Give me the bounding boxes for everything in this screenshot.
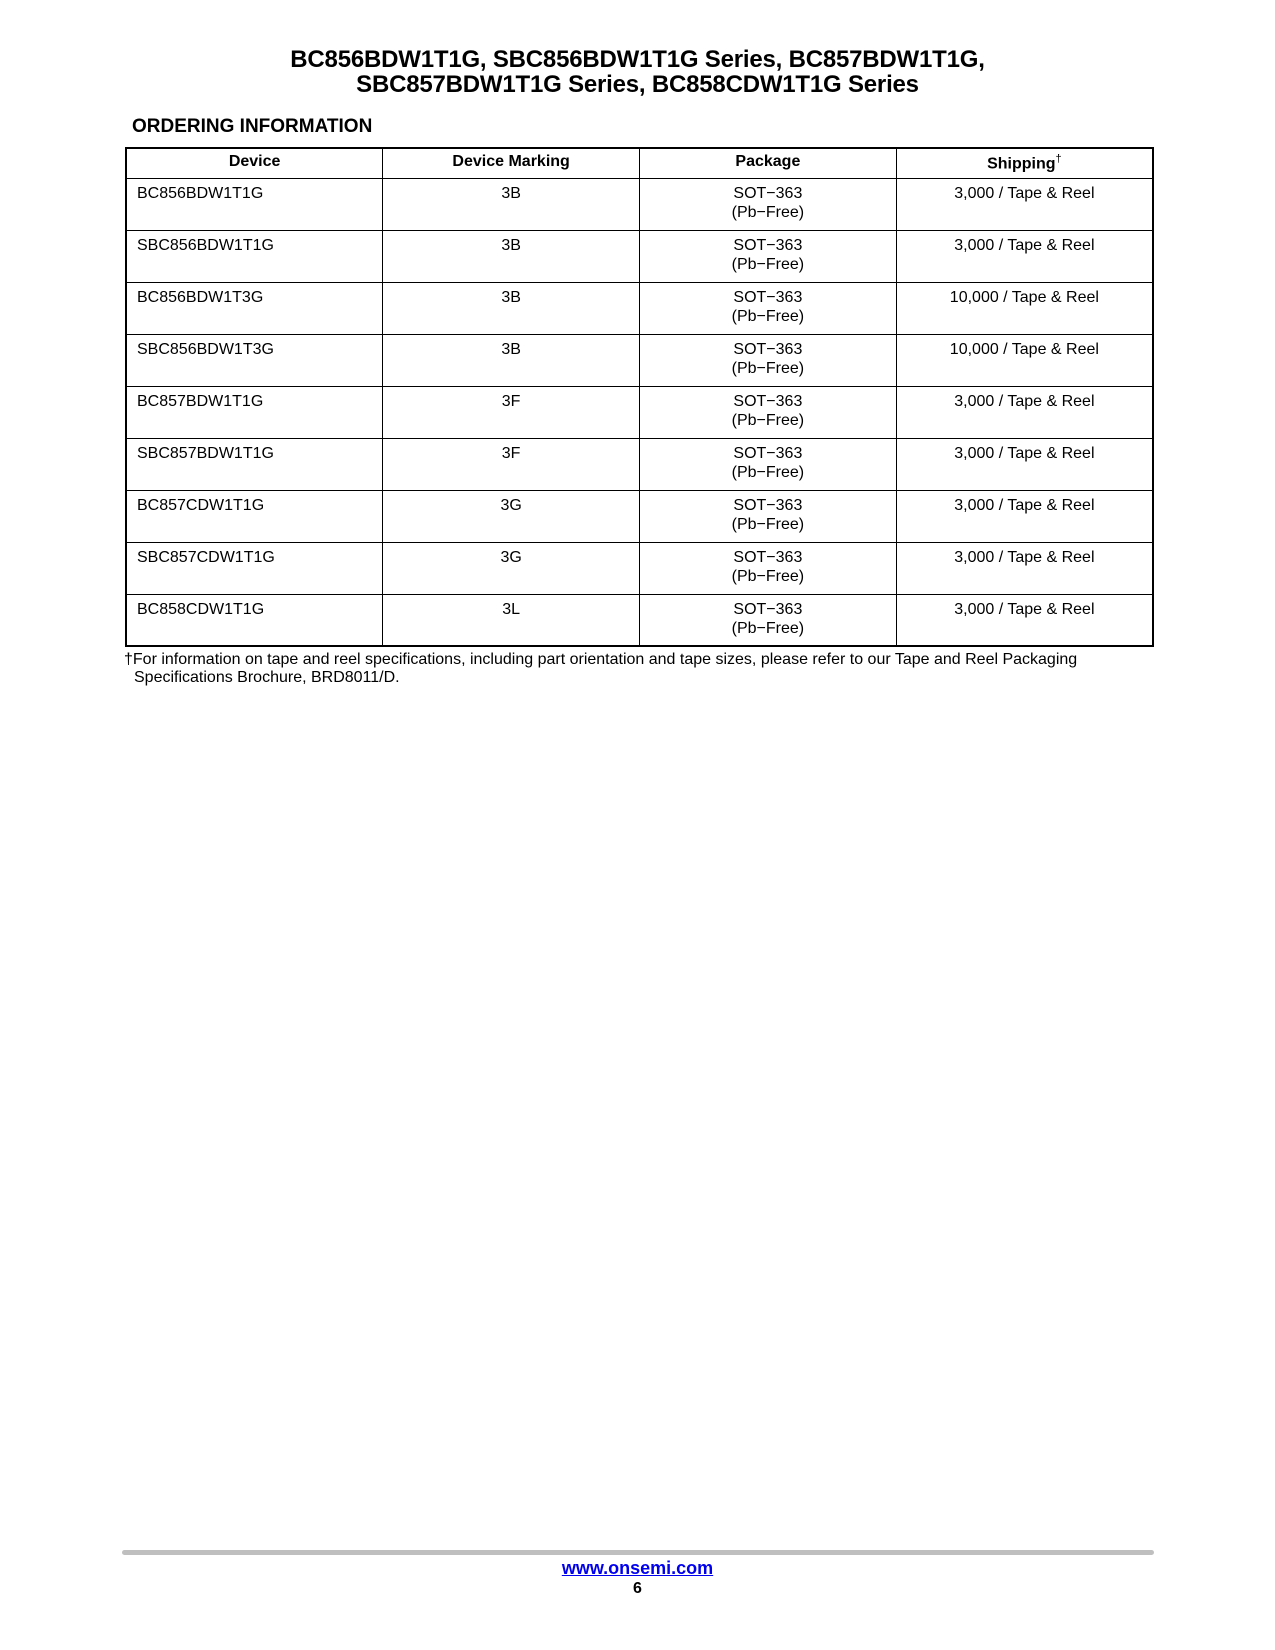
header-device: Device: [125, 147, 384, 179]
table-header-row: Device Device Marking Package Shipping†: [125, 147, 1154, 179]
package-note: (Pb−Free): [731, 359, 805, 377]
package-name: SOT−363: [733, 496, 803, 514]
cell-shipping: 3,000 / Tape & Reel: [895, 385, 1154, 439]
cell-package: SOT−363 (Pb−Free): [639, 177, 897, 231]
footer-rule: [122, 1550, 1154, 1555]
cell-package: SOT−363 (Pb−Free): [639, 541, 897, 595]
table-row: BC857BDW1T1G 3F SOT−363 (Pb−Free) 3,000 / Ta…: [125, 385, 1154, 439]
footnote-line-2: Specifications Brochure, BRD8011/D.: [134, 669, 400, 686]
cell-marking: 3F: [382, 437, 640, 491]
package-name: SOT−363: [733, 184, 803, 202]
cell-marking: 3B: [382, 333, 640, 387]
package-name: SOT−363: [733, 548, 803, 566]
package-name: SOT−363: [733, 340, 803, 358]
cell-package: SOT−363 (Pb−Free): [639, 385, 897, 439]
package-note: (Pb−Free): [731, 567, 805, 585]
header-shipping: Shipping†: [895, 147, 1154, 179]
cell-shipping: 3,000 / Tape & Reel: [895, 593, 1154, 647]
package-note: (Pb−Free): [731, 411, 805, 429]
cell-shipping: 3,000 / Tape & Reel: [895, 489, 1154, 543]
footer-url: www.onsemi.com: [0, 1558, 1275, 1579]
header-device-marking: Device Marking: [382, 147, 640, 179]
page-number: 6: [633, 1580, 642, 1597]
table-row: BC857CDW1T1G 3G SOT−363 (Pb−Free) 3,000 / Ta…: [125, 489, 1154, 543]
title-line-1: BC856BDW1T1G, SBC856BDW1T1G Series, BC85…: [290, 46, 985, 73]
package-name: SOT−363: [733, 392, 803, 410]
cell-marking: 3G: [382, 541, 640, 595]
title-line-2: SBC857BDW1T1G Series, BC858CDW1T1G Serie…: [356, 71, 919, 98]
cell-marking: 3L: [382, 593, 640, 647]
table-row: SBC856BDW1T3G 3B SOT−363 (Pb−Free) 10,000 / …: [125, 333, 1154, 387]
table-row: SBC857BDW1T1G 3F SOT−363 (Pb−Free) 3,000 / T…: [125, 437, 1154, 491]
table-row: BC856BDW1T3G 3B SOT−363 (Pb−Free) 10,000 / T…: [125, 281, 1154, 335]
table-row: SBC857CDW1T1G 3G SOT−363 (Pb−Free) 3,000 / T…: [125, 541, 1154, 595]
cell-device: SBC857CDW1T1G: [125, 541, 384, 595]
footnote: †For information on tape and reel specif…: [124, 651, 1154, 687]
package-note: (Pb−Free): [731, 203, 805, 221]
package-note: (Pb−Free): [731, 515, 805, 533]
dagger-mark: †: [1055, 153, 1062, 165]
cell-package: SOT−363 (Pb−Free): [639, 281, 897, 335]
header-package: Package: [639, 147, 897, 179]
cell-package: SOT−363 (Pb−Free): [639, 437, 897, 491]
cell-device: SBC857BDW1T1G: [125, 437, 384, 491]
document-title: BC856BDW1T1G, SBC856BDW1T1G Series, BC85…: [0, 47, 1275, 97]
footnote-line-1: †For information on tape and reel specif…: [124, 651, 1078, 668]
cell-marking: 3B: [382, 177, 640, 231]
cell-package: SOT−363 (Pb−Free): [639, 333, 897, 387]
cell-device: BC858CDW1T1G: [125, 593, 384, 647]
cell-shipping: 10,000 / Tape & Reel: [895, 281, 1154, 335]
cell-device: SBC856BDW1T1G: [125, 229, 384, 283]
cell-device: BC856BDW1T1G: [125, 177, 384, 231]
cell-package: SOT−363 (Pb−Free): [639, 489, 897, 543]
cell-device: BC856BDW1T3G: [125, 281, 384, 335]
cell-shipping: 3,000 / Tape & Reel: [895, 437, 1154, 491]
package-note: (Pb−Free): [731, 307, 805, 325]
cell-shipping: 3,000 / Tape & Reel: [895, 541, 1154, 595]
section-title: ORDERING INFORMATION: [132, 116, 373, 137]
cell-shipping: 3,000 / Tape & Reel: [895, 177, 1154, 231]
onsemi-link[interactable]: www.onsemi.com: [561, 1558, 714, 1578]
cell-marking: 3B: [382, 229, 640, 283]
cell-device: SBC856BDW1T3G: [125, 333, 384, 387]
cell-package: SOT−363 (Pb−Free): [639, 593, 897, 647]
package-name: SOT−363: [733, 600, 803, 618]
table-row: BC858CDW1T1G 3L SOT−363 (Pb−Free) 3,000 / Ta…: [125, 593, 1154, 647]
package-name: SOT−363: [733, 288, 803, 306]
cell-shipping: 10,000 / Tape & Reel: [895, 333, 1154, 387]
package-name: SOT−363: [733, 236, 803, 254]
package-note: (Pb−Free): [731, 255, 805, 273]
cell-package: SOT−363 (Pb−Free): [639, 229, 897, 283]
cell-device: BC857CDW1T1G: [125, 489, 384, 543]
cell-device: BC857BDW1T1G: [125, 385, 384, 439]
cell-shipping: 3,000 / Tape & Reel: [895, 229, 1154, 283]
cell-marking: 3G: [382, 489, 640, 543]
ordering-table: Device Device Marking Package Shipping† …: [125, 147, 1154, 647]
package-note: (Pb−Free): [731, 619, 805, 637]
package-name: SOT−363: [733, 444, 803, 462]
table-row: SBC856BDW1T1G 3B SOT−363 (Pb−Free) 3,000 / T…: [125, 229, 1154, 283]
package-note: (Pb−Free): [731, 463, 805, 481]
table-row: BC856BDW1T1G 3B SOT−363 (Pb−Free) 3,000 / Ta…: [125, 177, 1154, 231]
cell-marking: 3B: [382, 281, 640, 335]
cell-marking: 3F: [382, 385, 640, 439]
